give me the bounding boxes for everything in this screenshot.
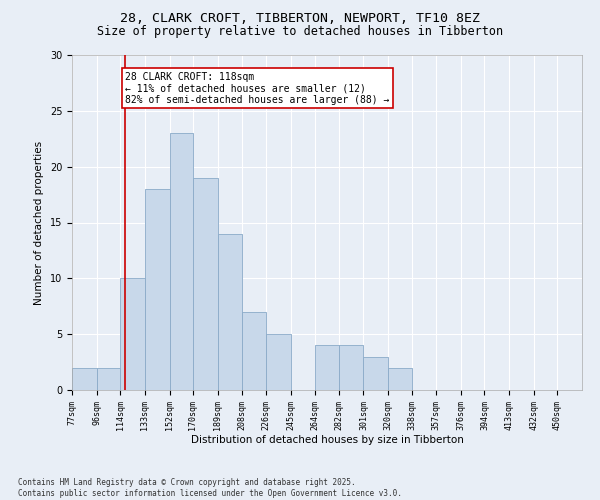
Bar: [170, 133, 193, 390]
Bar: [193, 178, 218, 390]
Bar: [145, 189, 170, 390]
Text: Contains HM Land Registry data © Crown copyright and database right 2025.
Contai: Contains HM Land Registry data © Crown c…: [18, 478, 402, 498]
Text: 28, CLARK CROFT, TIBBERTON, NEWPORT, TF10 8EZ: 28, CLARK CROFT, TIBBERTON, NEWPORT, TF1…: [120, 12, 480, 26]
Bar: [218, 234, 242, 390]
Bar: [242, 312, 266, 390]
Bar: [339, 346, 364, 390]
Text: 28 CLARK CROFT: 118sqm
← 11% of detached houses are smaller (12)
82% of semi-det: 28 CLARK CROFT: 118sqm ← 11% of detached…: [125, 72, 390, 105]
Bar: [266, 334, 290, 390]
Bar: [97, 368, 120, 390]
Bar: [72, 368, 97, 390]
Bar: [120, 278, 145, 390]
Text: Size of property relative to detached houses in Tibberton: Size of property relative to detached ho…: [97, 25, 503, 38]
X-axis label: Distribution of detached houses by size in Tibberton: Distribution of detached houses by size …: [191, 436, 463, 446]
Bar: [315, 346, 339, 390]
Bar: [364, 356, 388, 390]
Bar: [388, 368, 412, 390]
Y-axis label: Number of detached properties: Number of detached properties: [34, 140, 44, 304]
